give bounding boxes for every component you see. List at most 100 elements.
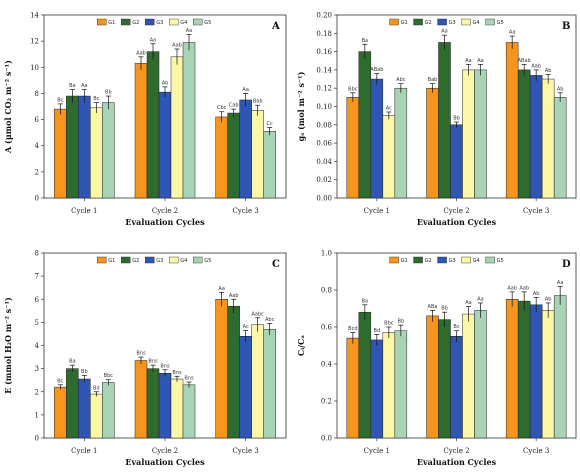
x-tick-label: Cycle 1 bbox=[71, 207, 97, 215]
bar-g5 bbox=[263, 131, 276, 199]
y-tick-label: 1.0 bbox=[321, 250, 332, 258]
bar-g5 bbox=[102, 102, 115, 199]
significance-label: Aa bbox=[218, 286, 224, 292]
significance-label: Bbc bbox=[348, 86, 358, 92]
bar-g4 bbox=[541, 310, 555, 439]
significance-label: Ab bbox=[545, 296, 552, 302]
x-tick-label: Cycle 2 bbox=[443, 447, 469, 455]
bar-g1 bbox=[426, 315, 439, 439]
significance-label: Cbc bbox=[217, 105, 227, 111]
significance-label: Cc bbox=[267, 121, 273, 127]
bar-g2 bbox=[358, 311, 372, 439]
significance-label: Abc bbox=[396, 77, 406, 83]
y-tick-label: 6 bbox=[35, 296, 40, 304]
significance-label: Aa bbox=[150, 37, 156, 43]
y-tick-label: 0.08 bbox=[316, 121, 332, 129]
significance-label: Aab bbox=[507, 285, 517, 291]
significance-label: Ab bbox=[557, 86, 564, 92]
bar-g4 bbox=[251, 324, 264, 439]
y-tick-label: 0.12 bbox=[316, 85, 332, 93]
x-tick-label: Cycle 3 bbox=[523, 207, 549, 215]
legend-label: G4 bbox=[180, 258, 187, 264]
y-tick-label: 0.0 bbox=[321, 435, 332, 443]
bar-g4 bbox=[170, 56, 184, 199]
legend: G1 G2 G3 G4 G5 bbox=[389, 18, 504, 26]
legend-swatch-g2 bbox=[121, 18, 131, 26]
significance-label: Aab bbox=[172, 42, 182, 48]
significance-label: Bbc bbox=[384, 321, 394, 327]
bar-g2 bbox=[358, 51, 372, 199]
significance-label: Bns bbox=[148, 359, 158, 365]
panel-letter: C bbox=[272, 259, 280, 270]
y-tick-label: 10 bbox=[30, 64, 39, 72]
bar-g1 bbox=[505, 42, 519, 199]
significance-label: Bbc bbox=[104, 373, 114, 379]
significance-label: Bd bbox=[374, 328, 381, 334]
significance-label: Bd bbox=[93, 385, 100, 391]
significance-label: Bc bbox=[93, 96, 99, 102]
x-tick-label: Cycle 2 bbox=[152, 447, 178, 455]
bar-g1 bbox=[54, 386, 67, 439]
significance-label: Ba bbox=[69, 359, 76, 365]
y-tick-label: 5 bbox=[35, 319, 39, 327]
bar-g1 bbox=[505, 299, 519, 439]
significance-label: Bns bbox=[136, 351, 146, 357]
legend-label: G5 bbox=[204, 20, 211, 26]
x-axis-label: Evaluation Cycles bbox=[125, 217, 205, 227]
significance-label: Ab bbox=[545, 68, 552, 74]
legend-swatch-g2 bbox=[413, 256, 423, 264]
significance-label: Ac bbox=[386, 105, 392, 111]
x-tick-label: Cycle 1 bbox=[364, 447, 390, 455]
y-tick-label: 0.06 bbox=[316, 140, 332, 148]
legend-swatch-g4 bbox=[461, 256, 471, 264]
bar-g2 bbox=[438, 42, 451, 199]
legend-label: G4 bbox=[180, 20, 187, 26]
significance-label: Ba bbox=[69, 83, 76, 89]
significance-label: Ac bbox=[243, 324, 249, 330]
y-axis-label: gₛ (mol m⁻² s⁻¹) bbox=[296, 71, 306, 141]
significance-label: Bc bbox=[453, 324, 459, 330]
legend-label: G2 bbox=[425, 258, 432, 264]
bar-g2 bbox=[517, 69, 531, 199]
panel-letter: D bbox=[562, 259, 571, 270]
bar-g2 bbox=[66, 368, 79, 439]
y-tick-label: 0.16 bbox=[316, 48, 332, 56]
x-tick-label: Cycle 3 bbox=[233, 447, 259, 455]
bar-g4 bbox=[462, 69, 475, 199]
y-tick-label: 4 bbox=[35, 342, 40, 350]
x-tick-label: Cycle 1 bbox=[364, 207, 390, 215]
legend-label: G3 bbox=[156, 20, 163, 26]
y-tick-label: 4 bbox=[35, 142, 40, 150]
significance-label: Bb bbox=[81, 369, 88, 375]
legend-label: G2 bbox=[132, 258, 139, 264]
x-tick-label: Cycle 1 bbox=[71, 447, 97, 455]
legend-swatch-g4 bbox=[169, 18, 179, 26]
legend-swatch-g2 bbox=[121, 256, 131, 264]
y-tick-label: 3 bbox=[35, 365, 39, 373]
bar-g3 bbox=[78, 378, 91, 439]
bar-g3 bbox=[158, 91, 172, 199]
bar-g5 bbox=[394, 330, 408, 439]
legend-label: G1 bbox=[108, 258, 115, 264]
significance-label: Cab bbox=[229, 103, 239, 109]
legend-swatch-g1 bbox=[389, 18, 399, 26]
significance-label: Aabc bbox=[251, 311, 264, 317]
significance-label: Bab bbox=[253, 99, 263, 105]
significance-label: Bcd bbox=[348, 326, 357, 332]
significance-label: Bns bbox=[184, 376, 194, 382]
bar-g1 bbox=[346, 97, 360, 199]
x-tick-label: Cycle 3 bbox=[233, 207, 259, 215]
y-tick-label: 0.8 bbox=[321, 287, 332, 295]
x-axis-label: Evaluation Cycles bbox=[417, 217, 497, 227]
significance-label: Aa bbox=[441, 29, 447, 35]
legend: G1 G2 G3 G4 G5 bbox=[97, 18, 211, 26]
y-tick-label: 0.04 bbox=[316, 158, 332, 166]
significance-label: Ba bbox=[362, 38, 369, 44]
bar-g2 bbox=[66, 95, 79, 199]
y-tick-label: 0 bbox=[35, 195, 39, 203]
significance-label: Aab bbox=[519, 285, 529, 291]
bar-g1 bbox=[134, 63, 148, 199]
legend-swatch-g5 bbox=[485, 256, 495, 264]
